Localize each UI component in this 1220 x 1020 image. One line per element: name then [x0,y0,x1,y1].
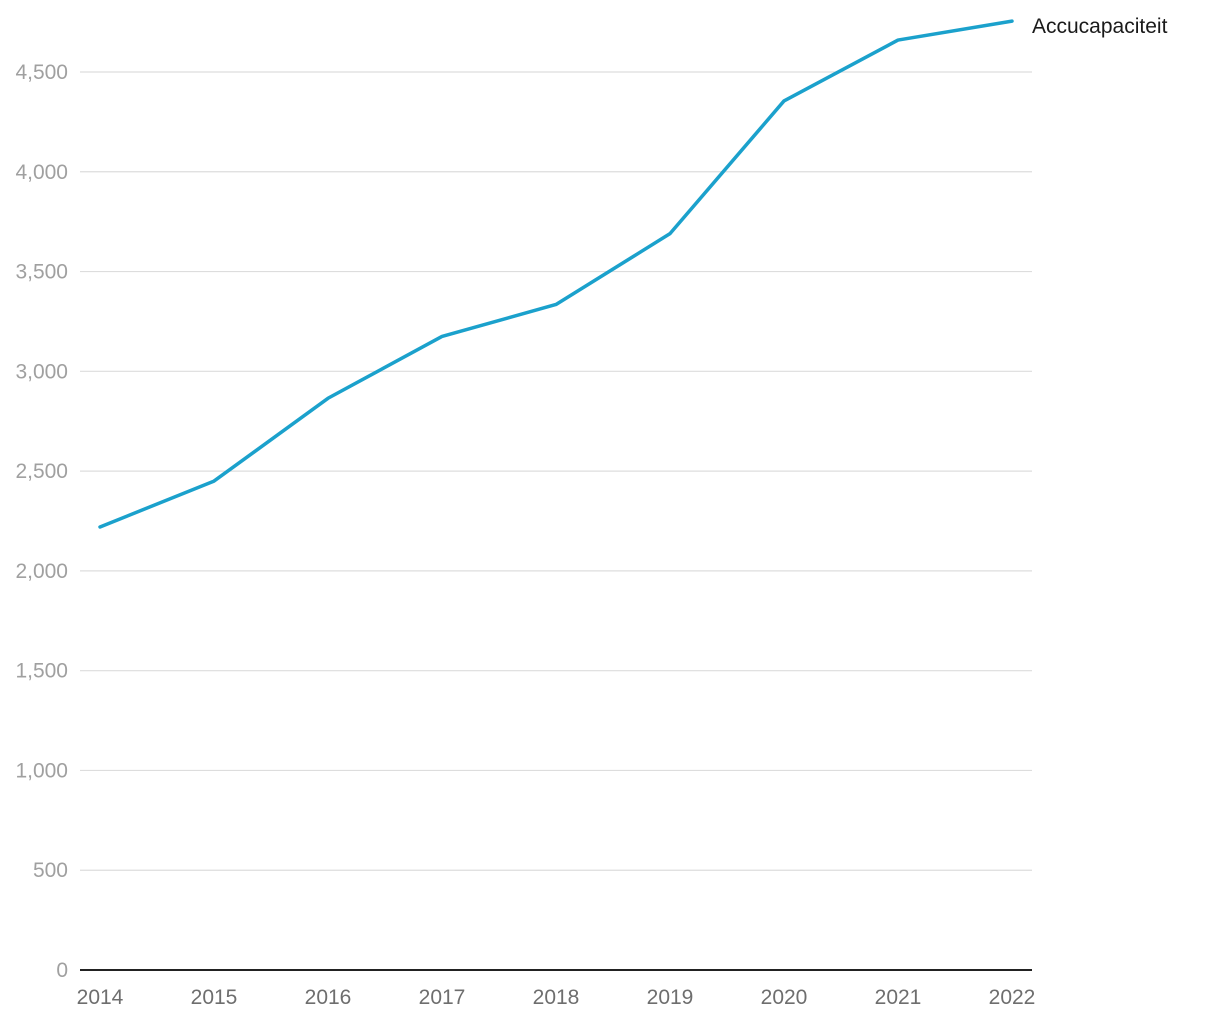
x-tick-label: 2016 [305,986,352,1009]
y-axis: 0 500 1,000 1,500 2,000 2,500 3,000 3,500 4,000 4… [15,61,68,982]
series-line-accucapaciteit [98,19,1014,529]
y-tick-label: 4,500 [15,61,68,84]
series: Accucapaciteit [98,15,1168,529]
y-tick-label: 500 [33,859,68,882]
y-tick-label: 0 [56,959,68,982]
y-tick-label: 1,000 [15,759,68,782]
y-tick-label: 2,000 [15,560,68,583]
series-label: Accucapaciteit [1032,15,1168,38]
x-tick-label: 2020 [761,986,808,1009]
x-tick-label: 2021 [875,986,922,1009]
y-tick-label: 1,500 [15,660,68,683]
y-tick-label: 2,500 [15,460,68,483]
y-tick-label: 4,000 [15,161,68,184]
x-tick-label: 2019 [647,986,694,1009]
x-tick-label: 2022 [989,986,1036,1009]
gridlines [80,71,1032,871]
x-tick-label: 2017 [419,986,466,1009]
x-tick-label: 2018 [533,986,580,1009]
x-tick-label: 2014 [77,986,124,1009]
x-axis: 2014 2015 2016 2017 2018 2019 2020 2021 2022 [77,986,1036,1009]
y-tick-label: 3,000 [15,360,68,383]
x-tick-label: 2015 [191,986,238,1009]
y-tick-label: 3,500 [15,261,68,284]
